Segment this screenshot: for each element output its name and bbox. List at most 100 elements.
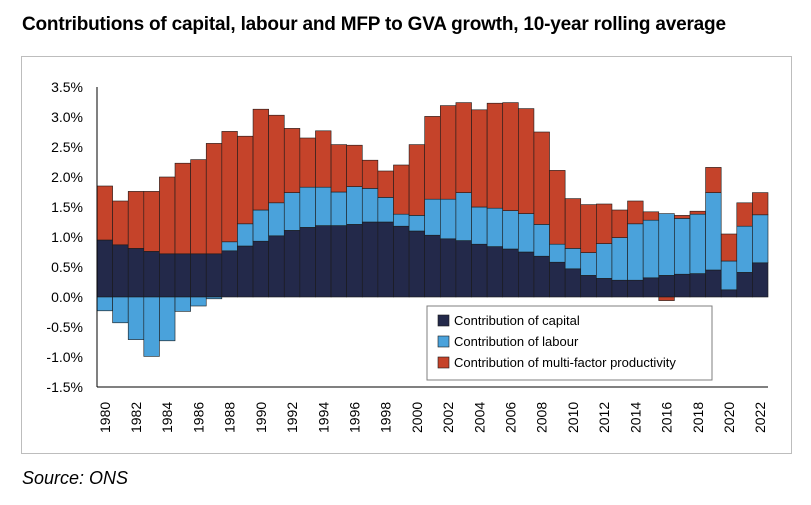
- bar-labour-2010: [564, 248, 582, 270]
- bar-mfp-1983: [143, 191, 160, 252]
- bar-labour-2001: [424, 198, 441, 236]
- bar-capital-2011: [580, 275, 597, 298]
- legend-box: [426, 305, 713, 381]
- x-tick-label: 2004: [471, 402, 487, 433]
- bar-capital-2016: [658, 275, 675, 298]
- bar-labour-1997: [361, 188, 379, 223]
- bar-mfp-2021: [736, 202, 753, 227]
- bar-labour-2014: [627, 223, 644, 281]
- bar-labour-2008: [533, 224, 550, 257]
- bar-mfp-1987: [205, 143, 223, 255]
- legend-label: Contribution of multi-factor productivit…: [454, 355, 676, 370]
- bar-mfp-2017: [674, 215, 691, 219]
- bar-mfp-2018: [689, 210, 706, 215]
- x-tick-label: 2018: [690, 402, 706, 433]
- bar-capital-1990: [252, 240, 269, 298]
- x-tick-label: 2014: [627, 402, 643, 433]
- bar-labour-1999: [393, 213, 410, 227]
- y-tick-label: 0.0%: [51, 289, 83, 305]
- chart-frame: [21, 56, 792, 454]
- x-tick-label: 1982: [128, 402, 144, 433]
- bar-capital-2003: [455, 240, 472, 298]
- bar-labour-2019: [705, 192, 722, 271]
- bar-mfp-1991: [268, 114, 285, 204]
- x-tick-label: 2002: [440, 402, 456, 433]
- bar-capital-2014: [627, 279, 644, 298]
- bar-mfp-1989: [237, 135, 254, 225]
- bar-labour-1995: [330, 191, 347, 226]
- bar-mfp-1998: [377, 170, 394, 198]
- bar-mfp-1984: [159, 176, 176, 255]
- bar-labour-1993: [299, 186, 316, 228]
- bar-capital-2009: [549, 261, 566, 298]
- bar-mfp-2004: [471, 109, 488, 208]
- y-tick-label: -1.0%: [46, 349, 83, 365]
- bar-labour-2004: [471, 206, 488, 245]
- bar-mfp-2015: [642, 211, 660, 221]
- bar-mfp-2001: [424, 116, 441, 200]
- bar-capital-2015: [642, 277, 660, 298]
- bar-labour-2003: [455, 192, 472, 241]
- x-tick-label: 2000: [409, 402, 425, 433]
- bar-labour-2016: [658, 213, 675, 276]
- bar-labour-2005: [486, 207, 504, 247]
- bar-capital-2000: [408, 230, 425, 298]
- x-tick-label: 1984: [159, 402, 175, 433]
- bar-labour-2015: [642, 219, 660, 279]
- bar-labour-1983: [143, 296, 160, 357]
- bar-labour-1989: [237, 223, 254, 247]
- bar-mfp-2016: [658, 296, 675, 301]
- bar-capital-1998: [377, 221, 394, 298]
- bar-mfp-1985: [174, 162, 191, 255]
- bar-labour-2006: [502, 210, 519, 250]
- bar-mfp-2006: [502, 102, 519, 211]
- bar-mfp-1990: [252, 108, 269, 211]
- bar-mfp-1994: [315, 130, 332, 188]
- bar-capital-1980: [96, 239, 113, 298]
- bar-capital-2005: [486, 246, 504, 298]
- bar-mfp-2011: [580, 204, 597, 253]
- axes-group: 3.5% 3.0% 2.5% 2.0% 1.5% 1.0% 0.5% 0.0% -0.5% -1.…: [46, 79, 768, 433]
- bar-mfp-2022: [752, 192, 769, 216]
- bar-mfp-2020: [720, 233, 738, 262]
- bar-labour-1988: [221, 241, 238, 252]
- bar-mfp-2008: [533, 131, 550, 225]
- x-tick-label: 1986: [190, 402, 206, 433]
- bar-mfp-1996: [346, 144, 363, 187]
- bar-capital-2006: [502, 248, 519, 298]
- bar-capital-1983: [143, 251, 160, 298]
- bar-capital-1982: [127, 248, 145, 298]
- bar-mfp-1997: [361, 159, 379, 189]
- legend-label: Contribution of capital: [454, 313, 580, 328]
- x-tick-label: 2008: [534, 402, 550, 433]
- chart-title: Contributions of capital, labour and MFP…: [22, 14, 726, 35]
- bar-capital-2007: [518, 251, 535, 298]
- bar-mfp-1988: [221, 131, 238, 243]
- bar-labour-1980: [96, 296, 113, 312]
- bar-labour-2022: [752, 214, 769, 264]
- y-tick-label: -0.5%: [46, 319, 83, 335]
- y-tick-label: 2.5%: [51, 139, 83, 155]
- bar-mfp-2000: [408, 144, 425, 216]
- bar-labour-1994: [315, 186, 332, 226]
- bar-capital-1991: [268, 235, 285, 298]
- bar-capital-1993: [299, 227, 316, 298]
- bar-labour-2018: [689, 213, 706, 274]
- bar-capital-1986: [190, 253, 207, 298]
- bar-labour-1982: [127, 296, 145, 340]
- source-note: Source: ONS: [22, 468, 129, 488]
- bar-mfp-2005: [486, 102, 504, 209]
- bar-mfp-2013: [611, 209, 628, 238]
- x-tick-label: 1980: [97, 402, 113, 433]
- x-tick-label: 1992: [284, 402, 300, 433]
- bar-mfp-2019: [705, 167, 722, 193]
- legend-label: Contribution of labour: [454, 334, 579, 349]
- bar-mfp-1993: [299, 137, 316, 188]
- bar-labour-1987: [205, 296, 223, 300]
- bar-mfp-2014: [627, 200, 644, 225]
- bar-capital-2010: [564, 268, 582, 298]
- bar-mfp-2007: [518, 108, 535, 214]
- x-tick-label: 2016: [659, 402, 675, 433]
- bar-mfp-2009: [549, 170, 566, 245]
- bar-capital-1997: [361, 221, 379, 298]
